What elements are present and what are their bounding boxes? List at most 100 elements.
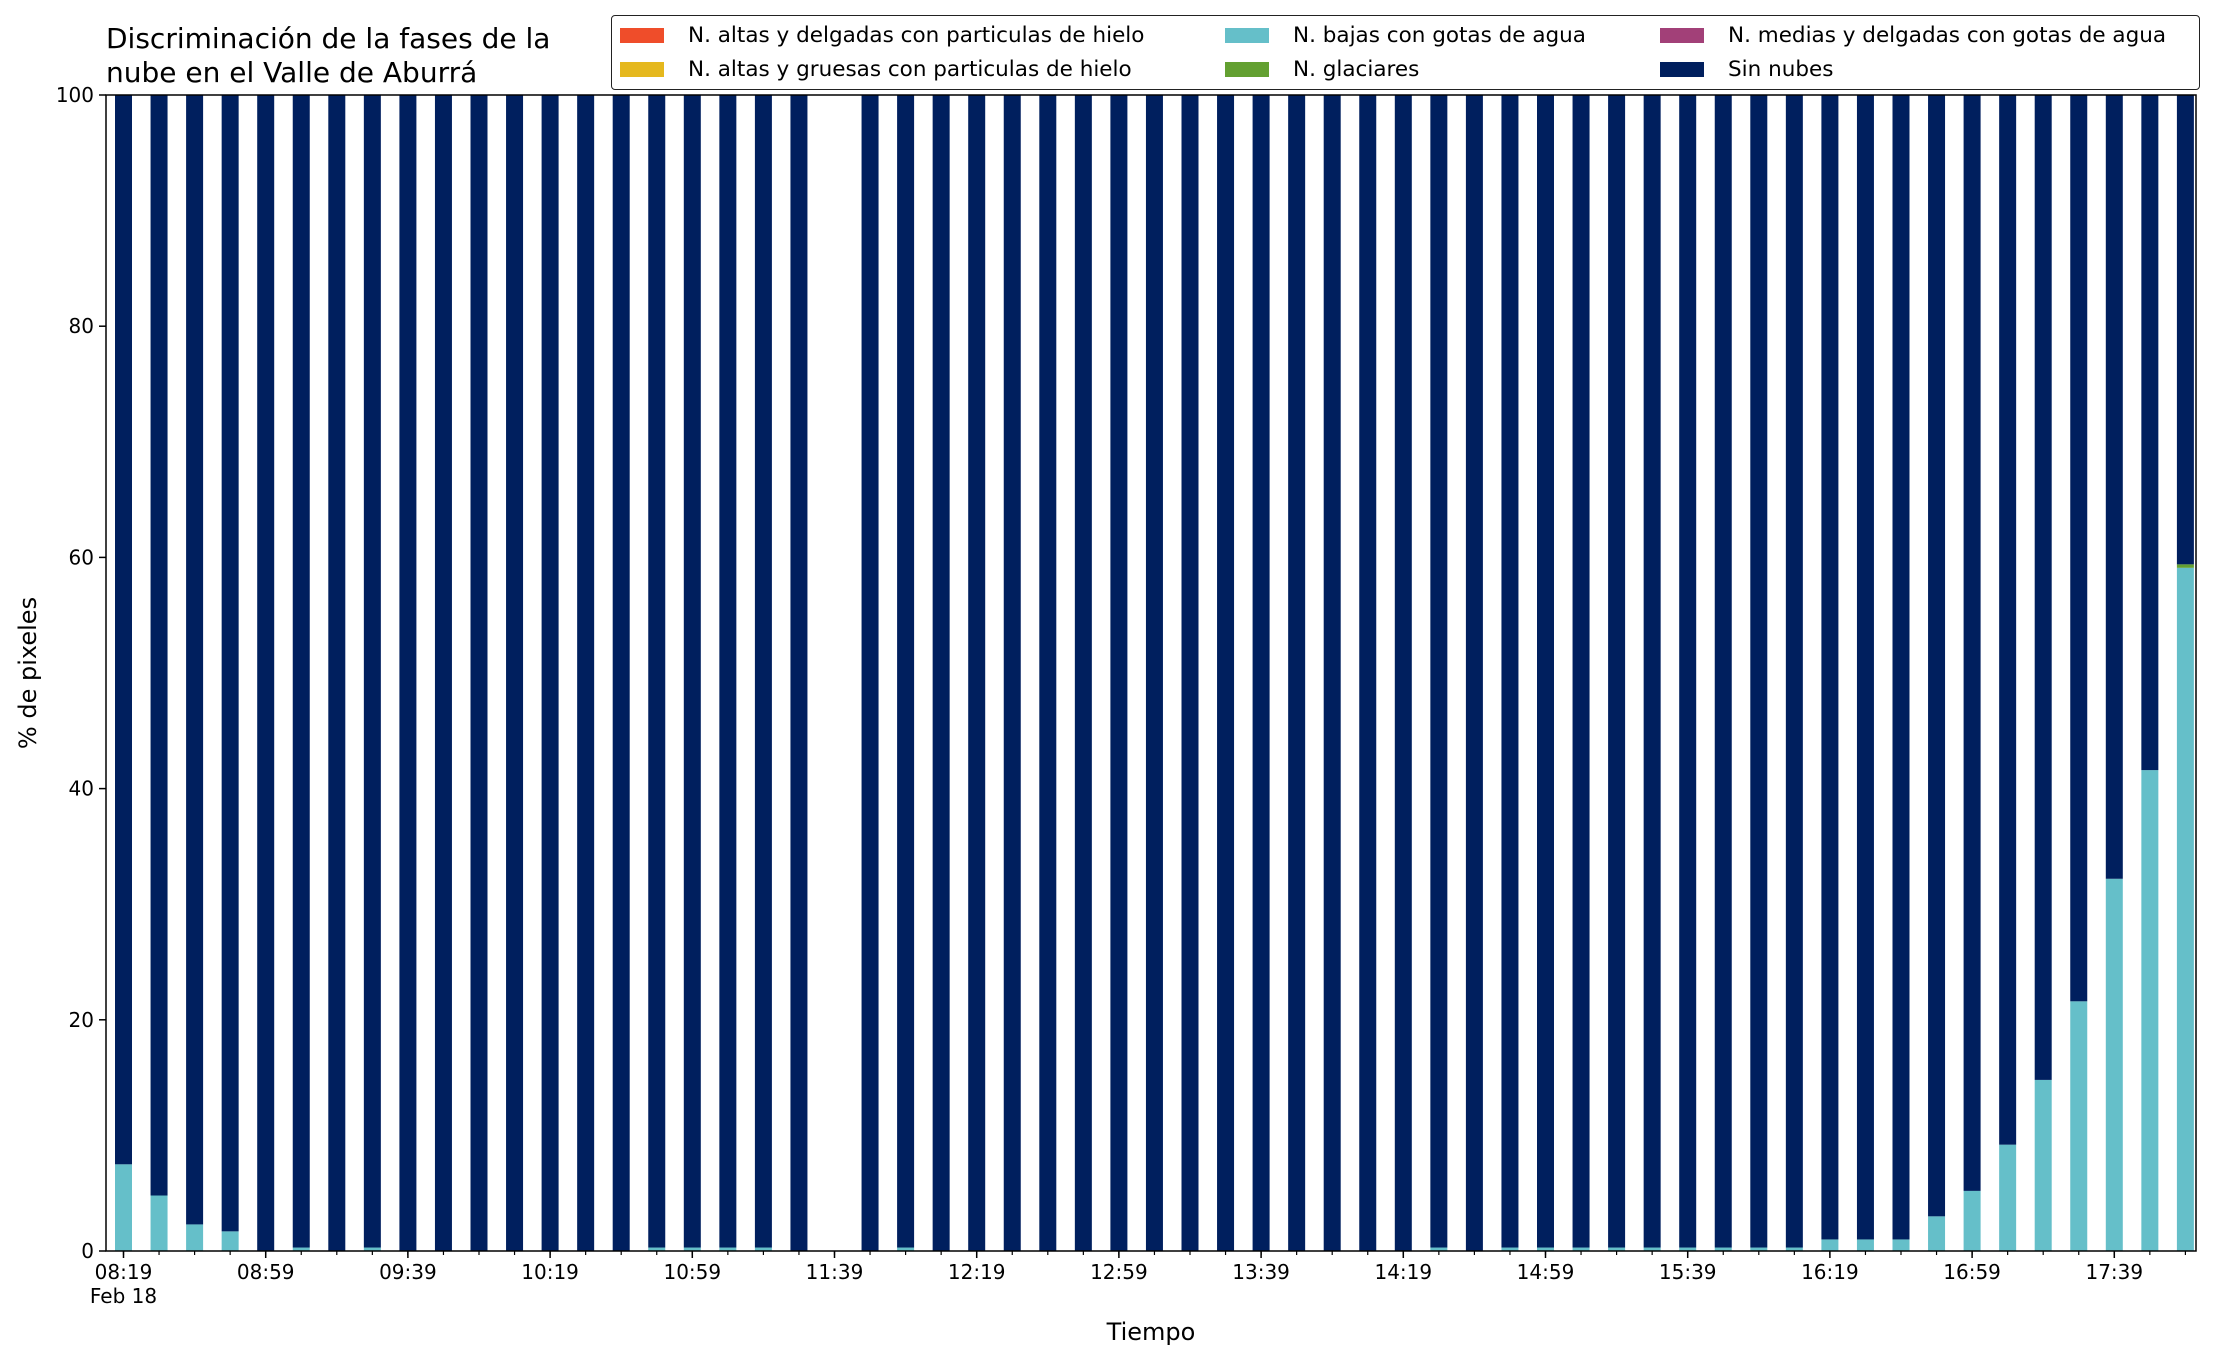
- legend-item: N. altas y delgadas con particulas de hi…: [620, 18, 1144, 52]
- bar-segment-s2-51: [1928, 1216, 1946, 1251]
- bar-segment-s2-47: [1785, 1247, 1803, 1251]
- bar-segment-s2-18: [754, 1247, 772, 1251]
- bar-segment-s5-56: [2105, 95, 2123, 879]
- bar-segment-s5-10: [470, 95, 488, 1251]
- bar-segment-s5-26: [1039, 95, 1057, 1251]
- bar-segment-s2-48: [1821, 1239, 1839, 1251]
- legend-swatch: [1225, 61, 1269, 77]
- y-tick-label: 80: [69, 314, 94, 338]
- bar-segment-s5-49: [1856, 95, 1874, 1240]
- bar-segment-s5-27: [1074, 95, 1092, 1251]
- y-axis: 0 20 40 60 80 100: [56, 83, 106, 1263]
- bar-segment-s5-12: [541, 95, 559, 1251]
- x-tick-label: 17:39: [2085, 1260, 2143, 1284]
- legend-label: N. bajas con gotas de agua: [1293, 22, 1586, 48]
- legend-label: Sin nubes: [1728, 56, 1834, 82]
- bar-segment-s5-7: [363, 95, 381, 1248]
- bar-segment-s2-52: [1963, 1190, 1981, 1251]
- bar-segment-s2-1: [150, 1195, 168, 1251]
- bar-segment-s5-51: [1928, 95, 1946, 1217]
- bar-segment-s5-46: [1750, 95, 1768, 1248]
- bar-segment-s5-39: [1501, 95, 1519, 1248]
- bar-segment-s5-38: [1465, 95, 1483, 1251]
- bar-segment-s2-5: [292, 1247, 310, 1251]
- bar-segment-s5-11: [506, 95, 524, 1251]
- bar-segment-s5-16: [683, 95, 701, 1248]
- legend-swatch: [1660, 27, 1704, 43]
- bar-segment-s2-54: [2034, 1079, 2052, 1251]
- y-tick-label: 40: [69, 777, 94, 801]
- legend-label: N. medias y delgadas con gotas de agua: [1728, 22, 2167, 48]
- y-tick-label: 0: [81, 1239, 94, 1263]
- bar-segment-s5-44: [1679, 95, 1697, 1248]
- bar-segment-s2-44: [1679, 1247, 1697, 1251]
- bar-segment-s2-2: [186, 1224, 204, 1251]
- x-tick-label: 10:59: [663, 1260, 721, 1284]
- bar-segment-s5-53: [1999, 95, 2017, 1145]
- bar-segment-s5-35: [1359, 95, 1377, 1251]
- y-tick-label: 100: [56, 83, 94, 107]
- bar-segment-s2-53: [1999, 1144, 2017, 1251]
- bars-layer: [115, 95, 2194, 1251]
- bar-segment-s5-30: [1181, 95, 1199, 1251]
- x-tick-label: 08:59: [237, 1260, 295, 1284]
- legend-label: N. altas y delgadas con particulas de hi…: [688, 22, 1145, 48]
- bar-segment-s2-46: [1750, 1247, 1768, 1251]
- bar-segment-s5-3: [221, 95, 239, 1232]
- bar-segment-s5-55: [2070, 95, 2088, 1002]
- x-tick-label: 14:19: [1374, 1260, 1432, 1284]
- x-tick-label: 08:19: [95, 1260, 153, 1284]
- bar-segment-s5-29: [1145, 95, 1163, 1251]
- x-tick-label: 12:59: [1090, 1260, 1148, 1284]
- bar-segment-s2-42: [1608, 1247, 1626, 1251]
- bar-segment-s5-48: [1821, 95, 1839, 1240]
- x-tick-label: 09:39: [379, 1260, 437, 1284]
- bar-segment-s5-33: [1288, 95, 1306, 1251]
- bar-segment-s2-0: [115, 1164, 132, 1251]
- y-tick-label: 60: [69, 545, 94, 569]
- bar-segment-s5-25: [1003, 95, 1021, 1251]
- bar-segment-s5-32: [1252, 95, 1270, 1251]
- legend-item: N. altas y gruesas con particulas de hie…: [620, 52, 1132, 86]
- bar-segment-s5-42: [1608, 95, 1626, 1248]
- bar-segment-s2-58: [2176, 567, 2194, 1251]
- legend: N. altas y delgadas con particulas de hi…: [611, 15, 2200, 90]
- bar-segment-s2-41: [1572, 1247, 1590, 1251]
- bar-segment-s5-9: [434, 95, 452, 1251]
- bar-segment-s5-1: [150, 95, 168, 1196]
- legend-label: N. altas y gruesas con particulas de hie…: [688, 56, 1132, 82]
- x-tick-label: 12:19: [948, 1260, 1006, 1284]
- x-tick-label: 13:39: [1232, 1260, 1290, 1284]
- x-tick-label: 15:39: [1659, 1260, 1717, 1284]
- bar-segment-s2-40: [1537, 1247, 1554, 1251]
- y-tick-label: 20: [69, 1008, 94, 1032]
- bar-segment-s5-6: [328, 95, 346, 1251]
- bar-segment-s2-49: [1856, 1239, 1874, 1251]
- bar-segment-s5-18: [754, 95, 772, 1248]
- bar-segment-s5-43: [1643, 95, 1661, 1248]
- bar-segment-s5-19: [790, 95, 808, 1251]
- y-axis-label: % de pixeles: [14, 597, 42, 749]
- x-tick-label: 16:59: [1943, 1260, 2001, 1284]
- plot-frame: [105, 94, 2197, 1252]
- bar-segment-s2-37: [1430, 1247, 1448, 1251]
- bar-segment-s5-13: [577, 95, 595, 1251]
- bar-segment-s2-15: [648, 1247, 666, 1251]
- bar-segment-s5-40: [1537, 95, 1554, 1248]
- bar-segment-s5-41: [1572, 95, 1590, 1248]
- legend-item: N. glaciares: [1225, 52, 1419, 86]
- bar-segment-s2-56: [2105, 878, 2123, 1251]
- x-tick-label: 10:19: [521, 1260, 579, 1284]
- bar-segment-s5-50: [1892, 95, 1910, 1240]
- bar-segment-s5-31: [1217, 95, 1235, 1251]
- bar-segment-s2-43: [1643, 1247, 1661, 1251]
- bar-segment-s2-7: [363, 1247, 381, 1251]
- bar-segment-s2-22: [897, 1247, 915, 1251]
- bar-segment-s5-14: [612, 95, 630, 1251]
- bar-segment-s5-24: [968, 95, 986, 1251]
- bar-segment-s5-34: [1323, 95, 1341, 1251]
- legend-swatch: [620, 61, 664, 77]
- bar-segment-s5-54: [2034, 95, 2052, 1080]
